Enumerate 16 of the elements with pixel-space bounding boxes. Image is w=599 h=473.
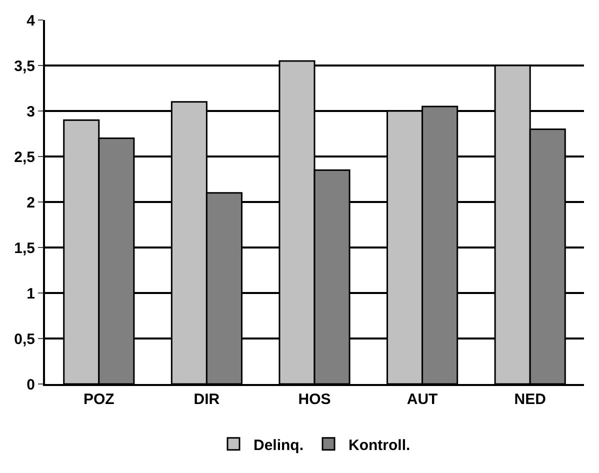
x-tick-label: AUT [406,391,438,408]
y-tick-label: 1 [26,285,35,302]
y-tick-label: 2,5 [14,148,35,166]
y-tick-label: 0 [26,376,35,394]
y-tick-label: 0,5 [14,330,35,348]
y-tick-label: 2 [26,194,35,212]
x-tick-label: POZ [83,391,114,408]
legend-label: Delinq. [254,436,304,454]
y-tick-label: 3 [26,103,35,120]
y-tick-label: 1,5 [14,240,35,257]
x-tick-label: HOS [298,391,331,408]
legend-label: Kontroll. [348,436,410,454]
y-tick-label: 4 [26,12,36,30]
y-tick-label: 3,5 [14,58,35,75]
x-tick-label: DIR [194,391,220,408]
x-tick-label: NED [514,391,546,408]
